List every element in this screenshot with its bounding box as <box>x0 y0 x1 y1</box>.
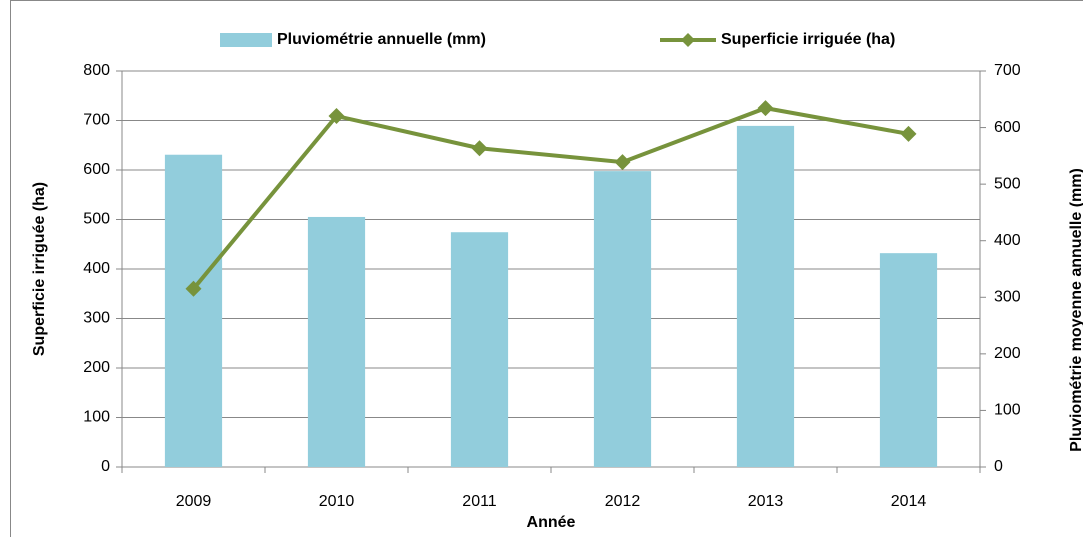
line-marker <box>614 154 631 171</box>
y2-axis-label: Pluviométrie moyenne annuelle (mm) <box>1068 168 1083 452</box>
y-axis-label: Superficie irriguée (ha) <box>31 182 48 356</box>
y-tick-label: 100 <box>83 409 110 426</box>
legend-label: Superficie irriguée (ha) <box>721 31 895 48</box>
x-tick-label: 2012 <box>605 493 641 510</box>
y-tick-label: 500 <box>83 211 110 228</box>
x-tick-label: 2010 <box>319 493 355 510</box>
legend-swatch <box>220 33 272 47</box>
y2-tick-label: 100 <box>994 402 1021 419</box>
y-tick-label: 700 <box>83 112 110 129</box>
bar <box>164 154 223 467</box>
bar <box>593 171 652 468</box>
y2-tick-label: 500 <box>994 175 1021 192</box>
line-marker <box>328 108 345 125</box>
line-marker <box>900 125 917 142</box>
bar <box>307 216 366 467</box>
legend-swatch <box>681 33 695 47</box>
x-axis-label: Année <box>527 514 576 531</box>
y-tick-label: 400 <box>83 260 110 277</box>
y-tick-label: 200 <box>83 359 110 376</box>
legend-label: Pluviométrie annuelle (mm) <box>277 31 486 48</box>
y-tick-label: 800 <box>83 62 110 79</box>
y-tick-label: 300 <box>83 310 110 327</box>
x-tick-label: 2013 <box>748 493 784 510</box>
y2-tick-label: 200 <box>994 345 1021 362</box>
bar <box>736 125 795 468</box>
y2-tick-label: 400 <box>994 232 1021 249</box>
x-tick-label: 2011 <box>462 493 497 510</box>
line-marker <box>757 100 774 117</box>
bar <box>879 253 938 467</box>
y-tick-label: 0 <box>101 458 110 475</box>
y2-tick-label: 600 <box>994 119 1021 136</box>
y2-tick-label: 700 <box>994 62 1021 79</box>
y2-tick-label: 300 <box>994 289 1021 306</box>
x-tick-label: 2009 <box>176 493 212 510</box>
line-marker <box>471 140 488 157</box>
line-marker <box>185 280 202 297</box>
y2-tick-label: 0 <box>994 458 1003 475</box>
y-tick-label: 600 <box>83 161 110 178</box>
bar <box>450 232 509 467</box>
line <box>191 106 909 291</box>
x-tick-label: 2014 <box>891 493 927 510</box>
